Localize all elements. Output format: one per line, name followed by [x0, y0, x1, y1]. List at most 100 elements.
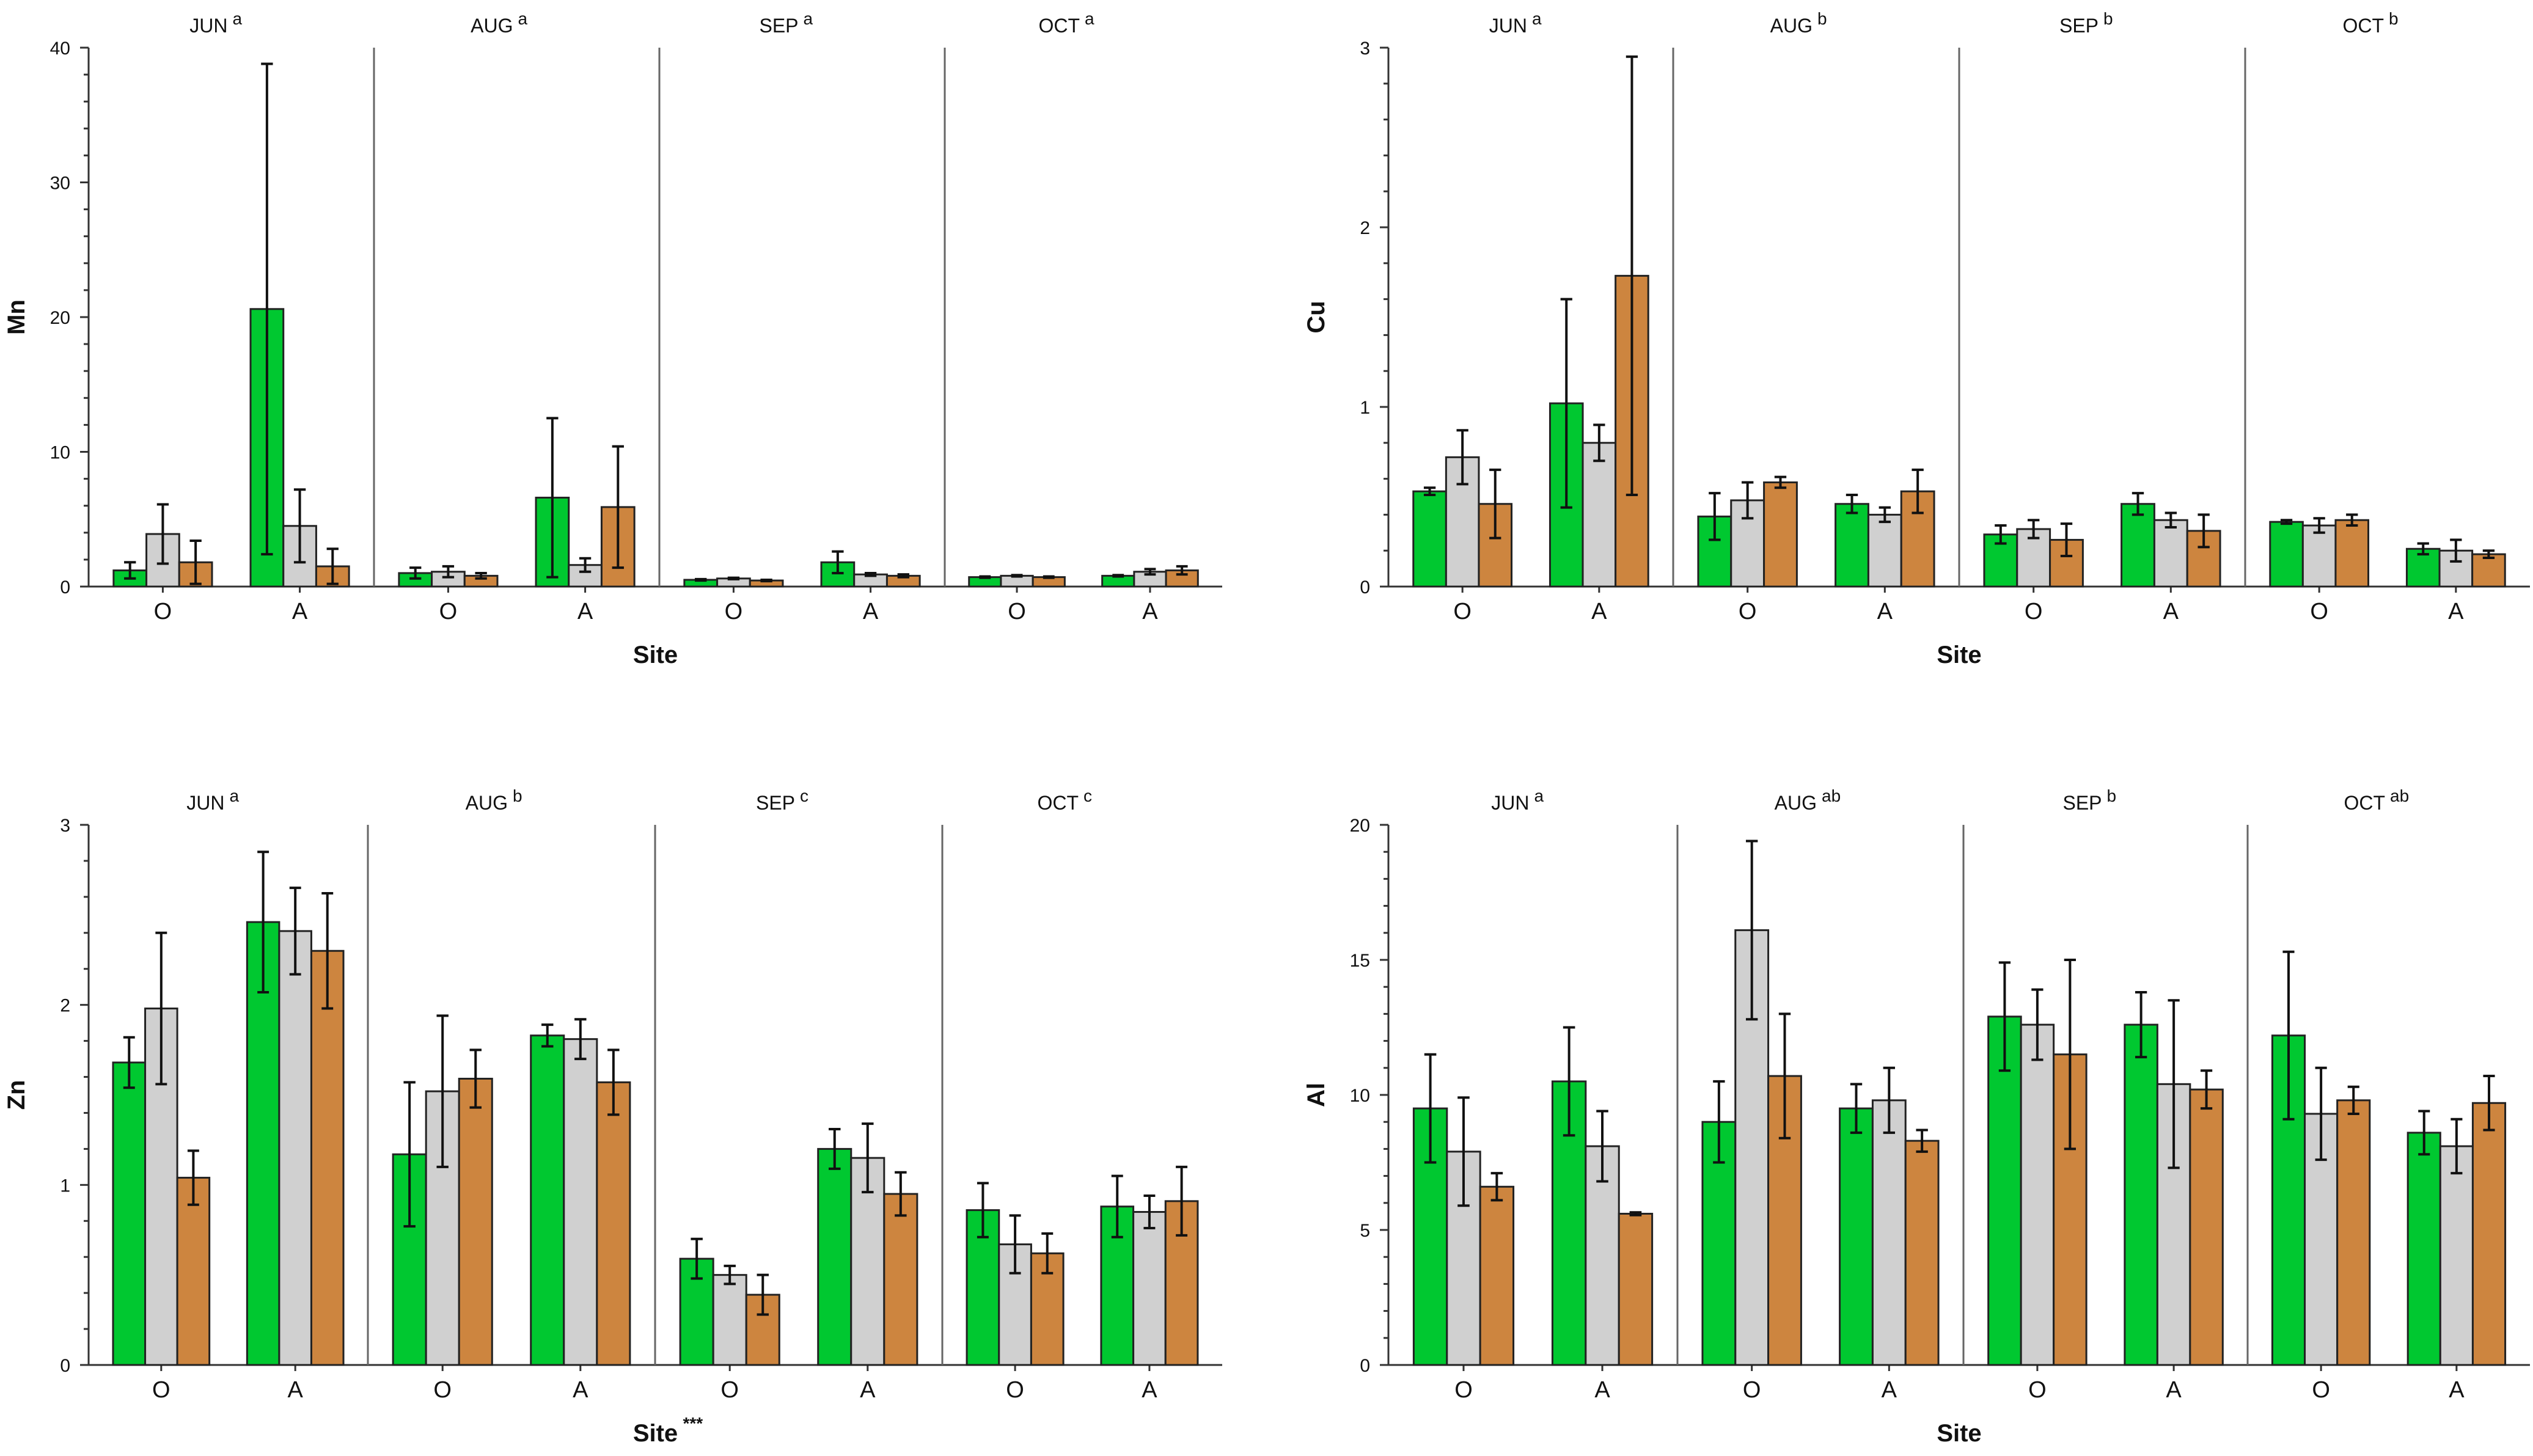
panel-month-label: SEP [2059, 15, 2099, 37]
panel-significance-letter: a [230, 786, 240, 805]
panel-significance-letter: a [1085, 9, 1094, 28]
panel-month-label: AUG [466, 792, 508, 814]
bar-a-green [817, 1147, 852, 1366]
bar-o-orange [1479, 1185, 1515, 1366]
panel-significance-letter: b [513, 786, 522, 805]
bar-o-orange [1763, 481, 1798, 588]
bar-o-gray [2020, 1023, 2055, 1366]
y-tick-label: 30 [50, 174, 70, 194]
panel-month-label: JUN [1489, 15, 1527, 37]
x-tick-label-site: O [154, 599, 172, 624]
panel-significance-letter: b [2389, 9, 2399, 28]
bar-o-green [112, 1061, 147, 1366]
bar-a-green [1839, 1107, 1874, 1366]
x-tick-label-site: A [1882, 1377, 1897, 1403]
panel-month-label: AUG [1770, 15, 1813, 37]
x-tick-label-site: O [2312, 1377, 2330, 1403]
x-tick-label-site: O [152, 1377, 170, 1403]
panel-significance-letter: b [1817, 9, 1827, 28]
chart-al: 0 5 10 15 20 Al Site JUN a O A AUG ab O A SEP b O A OCT ab O A [1303, 786, 2530, 1447]
bar-a-green [530, 1034, 565, 1366]
y-axis-label: Cu [1303, 301, 1330, 333]
y-axis-label: Mn [3, 299, 30, 335]
panel-month-label: AUG [1775, 792, 1817, 814]
bar-o-green [1987, 1015, 2022, 1366]
x-tick-label-site: A [573, 1377, 588, 1403]
y-tick-label: 5 [1360, 1221, 1370, 1241]
y-tick-label: 1 [60, 1176, 70, 1196]
bar-a-green [1835, 503, 1869, 588]
x-tick-label-site: O [1006, 1377, 1024, 1403]
x-tick-label-site: A [2163, 599, 2179, 624]
y-axis-label: Al [1303, 1083, 1330, 1107]
panel-significance-letter: c [1083, 786, 1092, 805]
bar-o-orange [2334, 519, 2370, 588]
x-tick-label-site: O [2028, 1377, 2047, 1403]
panel-month-label: OCT [2344, 792, 2385, 814]
bar-a-gray [1132, 1211, 1167, 1366]
bar-a-gray [1871, 1099, 1907, 1366]
x-tick-label-site: O [439, 599, 458, 624]
y-tick-label: 1 [1360, 398, 1370, 418]
bar-a-gray [278, 930, 312, 1366]
panel-month-label: JUN [1491, 792, 1529, 814]
panel-month-label: OCT [2342, 15, 2384, 37]
panel-month-label: AUG [471, 15, 513, 37]
x-tick-label-site: A [1594, 1377, 1610, 1403]
x-tick-label-site: A [288, 1377, 304, 1403]
x-tick-label-site: A [2448, 599, 2464, 624]
panel-month-label: OCT [1038, 15, 1080, 37]
x-tick-label-site: O [1453, 599, 1472, 624]
x-axis-label: Site [1937, 642, 1981, 668]
x-tick-label-site: A [2449, 1377, 2465, 1403]
panel-significance-letter: c [800, 786, 808, 805]
chart-mn: 0 10 20 30 40 Mn Site JUN a O A AUG a O A SEP a O A OCT a O A [3, 9, 1222, 668]
bar-o-gray [712, 1274, 747, 1366]
x-tick-label-site: O [720, 1377, 739, 1403]
panel-significance-letter: ab [1822, 786, 1841, 805]
x-tick-label-site: A [863, 599, 879, 624]
panel-significance-letter: a [518, 9, 528, 28]
panel-month-label: OCT [1037, 792, 1079, 814]
x-tick-label-site: O [1008, 599, 1026, 624]
x-tick-label-site: A [1877, 599, 1893, 624]
y-tick-label: 10 [50, 443, 70, 463]
y-tick-label: 10 [1350, 1086, 1370, 1106]
y-tick-label: 0 [1360, 1356, 1370, 1376]
x-axis-label: Site [633, 642, 678, 668]
bar-a-orange [2471, 553, 2506, 588]
bar-o-green [2269, 521, 2304, 588]
bar-a-orange [2471, 1102, 2507, 1366]
x-tick-label-site: A [1142, 599, 1158, 624]
bar-a-gray [563, 1038, 598, 1366]
x-tick-label-site: O [1454, 1377, 1473, 1403]
bar-a-green [2121, 503, 2155, 588]
bar-a-orange [310, 949, 345, 1366]
bar-a-gray [1867, 513, 1902, 588]
x-tick-label-site: A [577, 599, 593, 624]
panel-significance-letter: a [233, 9, 243, 28]
x-tick-label-site: A [1142, 1377, 1157, 1403]
y-tick-label: 0 [60, 1356, 70, 1376]
y-tick-label: 15 [1350, 951, 1370, 971]
x-tick-label-site: A [1591, 599, 1607, 624]
panel-significance-letter: a [804, 9, 813, 28]
panel-month-label: JUN [186, 792, 224, 814]
x-tick-label-site: O [725, 599, 743, 624]
panel-month-label: SEP [2062, 792, 2102, 814]
x-tick-label-site: O [433, 1377, 452, 1403]
bar-a-orange [1618, 1212, 1654, 1366]
x-tick-label-site: O [1739, 599, 1757, 624]
panel-month-label: SEP [756, 792, 795, 814]
bar-a-orange [1904, 1140, 1940, 1366]
panel-month-label: JUN [189, 15, 227, 37]
y-tick-label: 20 [1350, 816, 1370, 836]
y-tick-label: 40 [50, 38, 70, 59]
bar-a-orange [883, 1193, 918, 1366]
bar-a-gray [2153, 519, 2188, 588]
bar-o-gray [2301, 524, 2337, 588]
x-tick-label-site: O [2310, 599, 2328, 624]
